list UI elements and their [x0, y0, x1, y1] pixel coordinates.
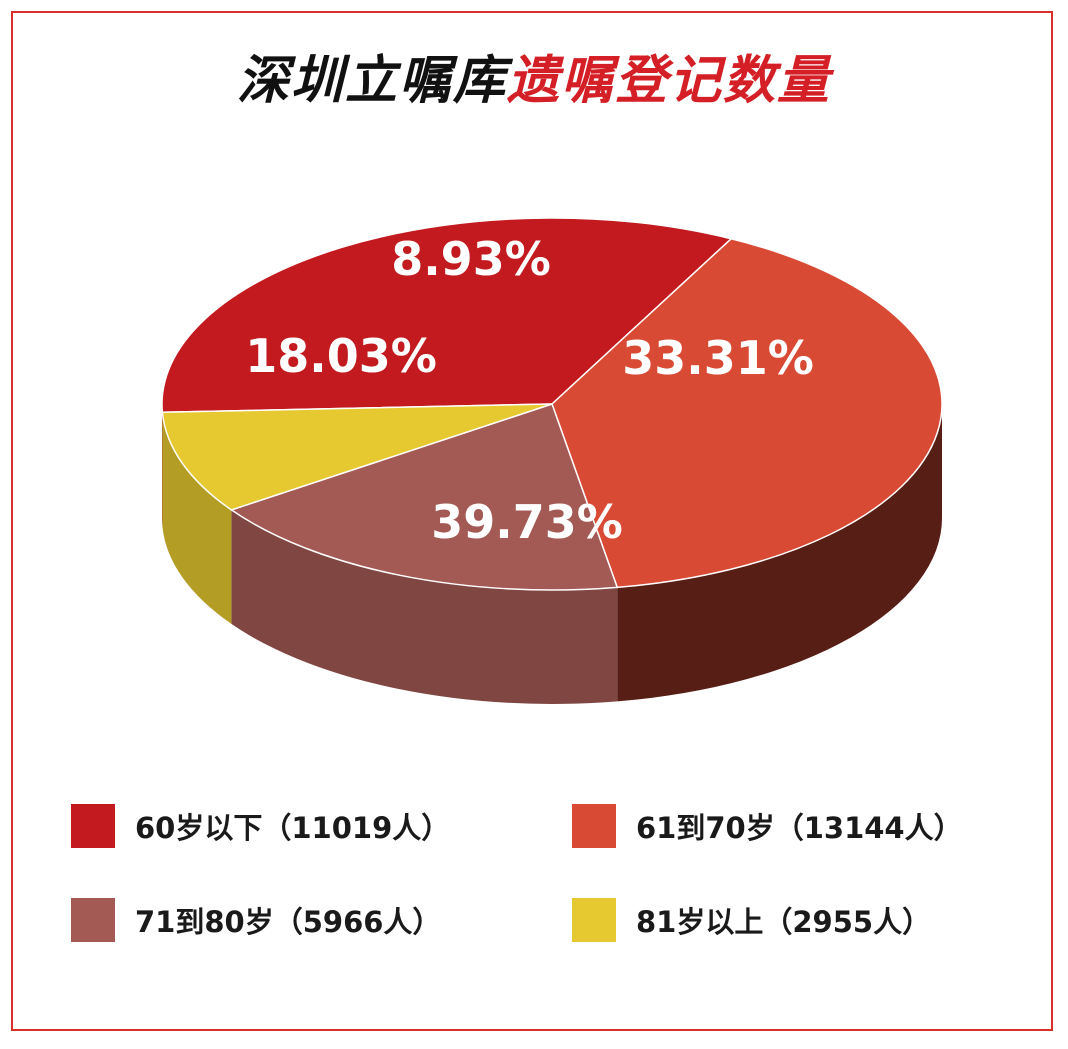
pie-slice-under-60 [161, 217, 733, 414]
pie-side-over-81 [162, 412, 232, 624]
pie-slice-61-70 [551, 237, 943, 589]
pie-side-61-70 [617, 404, 943, 702]
pie-label-71-80: 18.03% [245, 329, 437, 383]
pie-labels: 39.73% 33.31% 18.03% 8.93% [245, 232, 814, 549]
pie-label-61-70: 33.31% [622, 331, 814, 385]
pie-slice-71-80 [229, 403, 619, 591]
title-part-1: 深圳立嘱库 [236, 51, 507, 111]
pie-sides [162, 404, 943, 704]
chart-title: 深圳立嘱库遗嘱登记数量 [0, 38, 1068, 113]
pie-slice-over-81 [161, 403, 553, 511]
pie-tops [161, 217, 943, 591]
pie-label-under-60: 39.73% [431, 495, 623, 549]
pie-label-over-81: 8.93% [391, 232, 551, 286]
pie-side-71-80 [231, 509, 618, 704]
title-part-2: 遗嘱登记数量 [507, 51, 832, 111]
chart-frame [11, 11, 1053, 1031]
